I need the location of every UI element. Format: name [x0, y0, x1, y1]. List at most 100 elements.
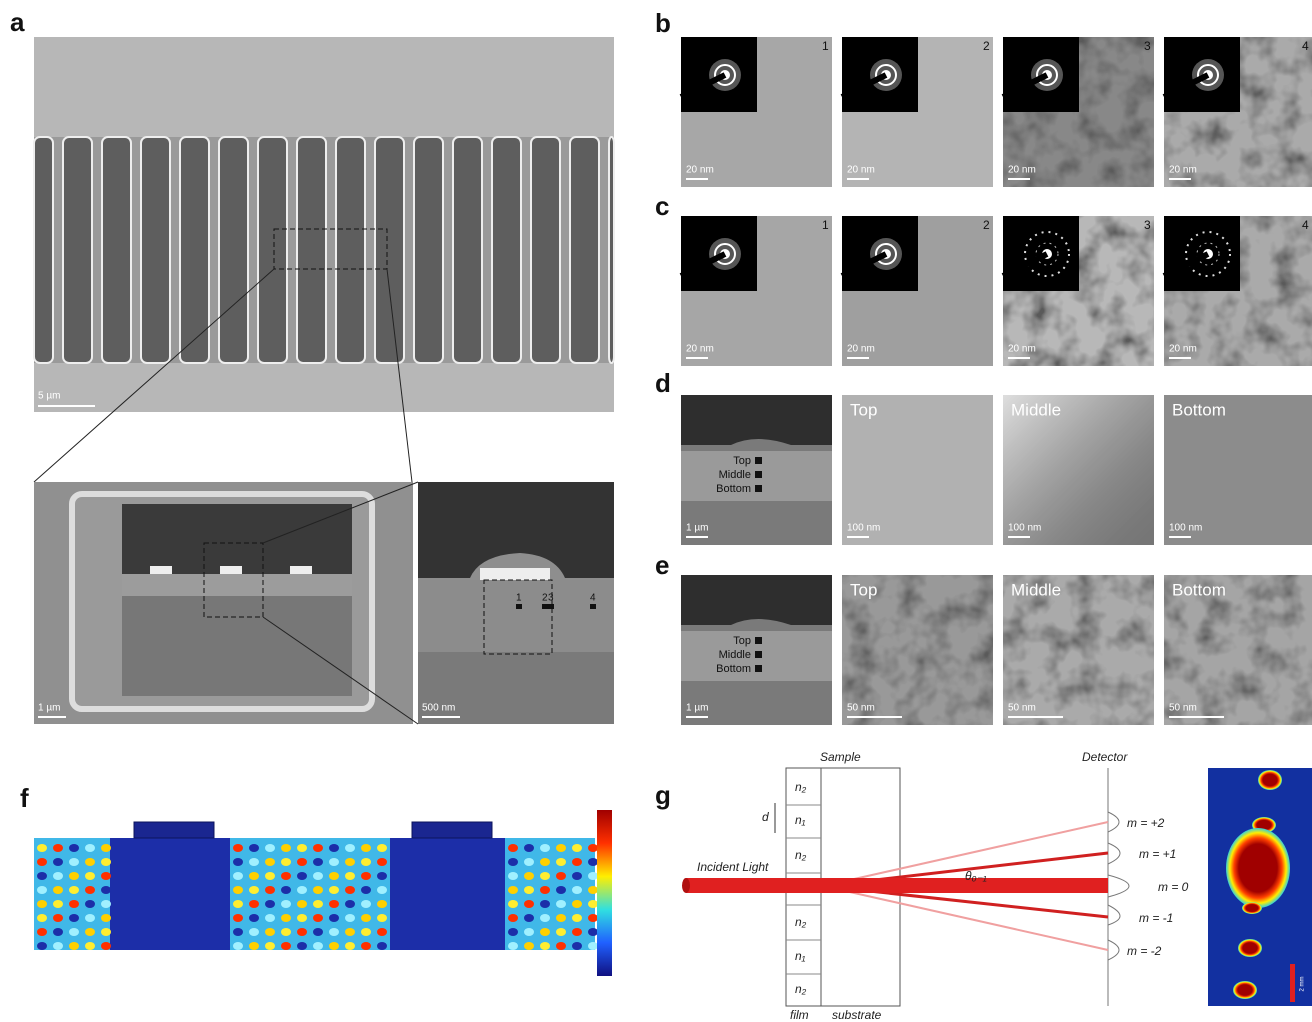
field-spot — [524, 928, 534, 936]
field-spot — [377, 942, 387, 950]
panel-label: b — [655, 8, 671, 38]
pillar — [336, 137, 365, 363]
layer-label: n₁ — [795, 949, 806, 963]
panel-label: a — [10, 7, 25, 37]
field-spot — [281, 900, 291, 908]
field-spot — [297, 942, 307, 950]
field-spot — [265, 900, 275, 908]
substrate-label: substrate — [832, 1008, 882, 1022]
field-spot — [345, 928, 355, 936]
field-spot — [265, 928, 275, 936]
field-spot — [345, 886, 355, 894]
field-spot — [572, 928, 582, 936]
field-spot — [53, 942, 63, 950]
field-spot — [313, 844, 323, 852]
tile-number: 1 — [822, 39, 829, 53]
film-label: film — [790, 1008, 809, 1022]
field-spot — [37, 844, 47, 852]
order-label: m = 0 — [1158, 880, 1189, 894]
field-spot — [85, 872, 95, 880]
pillar — [297, 137, 326, 363]
angle-label: θ₀₋₁ — [965, 869, 987, 883]
field-spot — [297, 928, 307, 936]
field-spot — [101, 914, 111, 922]
field-spot — [345, 844, 355, 852]
scale-text: 100 nm — [1008, 523, 1041, 534]
field-spot — [540, 914, 550, 922]
field-spot — [329, 886, 339, 894]
field-spot — [281, 886, 291, 894]
sample-title: Sample — [820, 750, 861, 764]
field-spot — [588, 872, 598, 880]
field-spot — [313, 858, 323, 866]
tile-number: 2 — [983, 218, 990, 232]
field-spot — [69, 942, 79, 950]
field-spot — [101, 886, 111, 894]
field-spot — [249, 900, 259, 908]
field-spot — [556, 942, 566, 950]
field-spot — [37, 858, 47, 866]
field-spot — [281, 928, 291, 936]
marker-label: Bottom — [716, 663, 751, 675]
field-spot — [85, 900, 95, 908]
scale-text: 20 nm — [847, 165, 875, 176]
field-spot — [101, 942, 111, 950]
field-spot — [329, 872, 339, 880]
scale-text: 500 nm — [422, 703, 455, 714]
field-spot — [588, 942, 598, 950]
field-spot — [572, 942, 582, 950]
field-spot — [313, 928, 323, 936]
field-spot — [69, 914, 79, 922]
period-label: d — [762, 810, 769, 824]
pillar — [531, 137, 560, 363]
pillar — [453, 137, 482, 363]
field-spot — [508, 872, 518, 880]
field-spot — [345, 900, 355, 908]
field-spot — [265, 914, 275, 922]
pillar — [258, 137, 287, 363]
field-spot — [377, 886, 387, 894]
point-label: 4 — [590, 593, 596, 604]
field-spot — [313, 942, 323, 950]
pillar — [34, 137, 53, 363]
field-spot — [297, 858, 307, 866]
field-spot — [53, 844, 63, 852]
pillar — [63, 137, 92, 363]
lamella-film — [122, 574, 352, 596]
field-spot — [524, 900, 534, 908]
field-spot — [85, 914, 95, 922]
tile-title: Middle — [1011, 400, 1061, 419]
field-spot — [524, 942, 534, 950]
cap — [681, 395, 832, 445]
order-label: m = -2 — [1127, 944, 1162, 958]
field-spot — [540, 858, 550, 866]
field-spot — [37, 914, 47, 922]
tile-number: 2 — [983, 39, 990, 53]
field-spot — [37, 872, 47, 880]
field-spot — [53, 858, 63, 866]
field-spot — [69, 886, 79, 894]
field-spot — [53, 900, 63, 908]
field-spot — [556, 858, 566, 866]
electrode — [134, 822, 214, 838]
field-spot — [265, 872, 275, 880]
pad — [290, 566, 312, 574]
field-spot — [540, 928, 550, 936]
figure: a5 µm1 µm1234500 nmb120 nm220 nm320 nm42… — [0, 0, 1312, 1022]
marker-label: Top — [733, 635, 751, 647]
field-spot — [540, 844, 550, 852]
point-marker — [542, 604, 548, 609]
scale-text: 50 nm — [1169, 703, 1197, 714]
field-spot — [329, 914, 339, 922]
field-spot — [508, 844, 518, 852]
field-spot — [297, 900, 307, 908]
field-spot — [377, 914, 387, 922]
layer-label: n₂ — [795, 780, 807, 794]
field-spot — [313, 886, 323, 894]
field-spot — [297, 844, 307, 852]
order-label: m = +2 — [1127, 816, 1165, 830]
point-marker — [755, 665, 762, 672]
field-spot — [345, 872, 355, 880]
field-spot — [556, 886, 566, 894]
scale-text: 100 nm — [1169, 523, 1202, 534]
